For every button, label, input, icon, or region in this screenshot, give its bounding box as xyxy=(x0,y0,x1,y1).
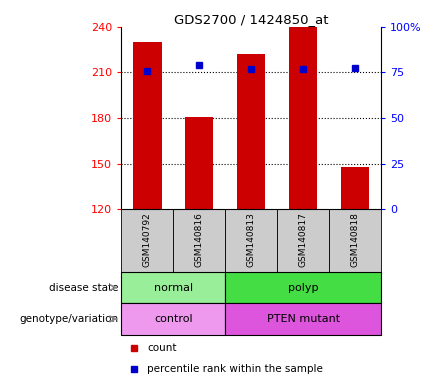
Text: PTEN mutant: PTEN mutant xyxy=(267,314,339,324)
Bar xyxy=(237,54,265,209)
Bar xyxy=(225,209,277,272)
Bar xyxy=(289,27,317,209)
Bar xyxy=(341,167,369,209)
Bar xyxy=(277,209,329,272)
Bar xyxy=(121,209,173,272)
Text: genotype/variation: genotype/variation xyxy=(19,314,119,324)
Text: polyp: polyp xyxy=(288,283,318,293)
Text: GSM140817: GSM140817 xyxy=(299,212,307,267)
Bar xyxy=(225,272,381,303)
Title: GDS2700 / 1424850_at: GDS2700 / 1424850_at xyxy=(174,13,328,26)
Bar xyxy=(121,272,225,303)
Text: percentile rank within the sample: percentile rank within the sample xyxy=(147,364,323,374)
Bar xyxy=(329,209,381,272)
Text: count: count xyxy=(147,343,177,353)
Text: normal: normal xyxy=(154,283,193,293)
Bar xyxy=(185,116,213,209)
Bar xyxy=(133,42,162,209)
Text: GSM140813: GSM140813 xyxy=(247,212,255,267)
Bar xyxy=(121,303,225,334)
Text: GSM140818: GSM140818 xyxy=(351,212,359,267)
Text: GSM140792: GSM140792 xyxy=(143,212,152,266)
Text: disease state: disease state xyxy=(49,283,119,293)
Bar xyxy=(225,303,381,334)
Text: GSM140816: GSM140816 xyxy=(195,212,204,267)
Text: control: control xyxy=(154,314,193,324)
Bar xyxy=(173,209,225,272)
